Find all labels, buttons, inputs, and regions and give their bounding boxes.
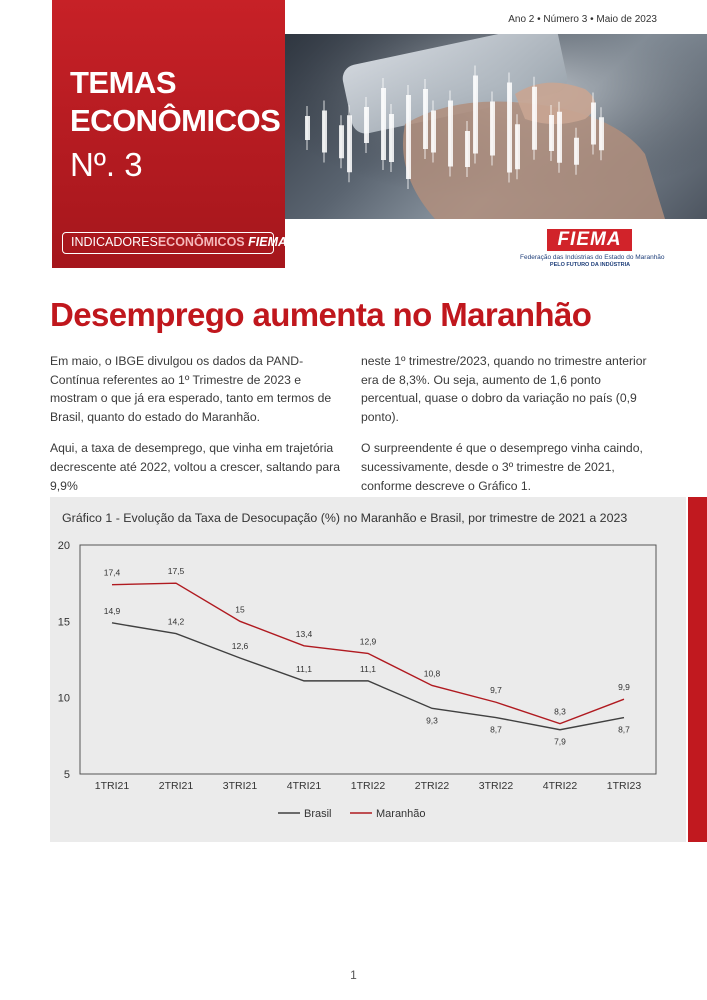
data-label: 8,7 (490, 725, 502, 735)
x-tick-label: 3TRI21 (223, 780, 258, 792)
data-label: 17,4 (104, 568, 121, 578)
decorative-side-bar (688, 497, 707, 842)
legend-label: Maranhão (376, 808, 426, 820)
x-tick-label: 2TRI21 (159, 780, 194, 792)
candlestick-bars (305, 65, 604, 189)
x-tick-label: 1TRI22 (351, 780, 386, 792)
data-label: 9,9 (618, 682, 630, 692)
x-tick-label: 4TRI21 (287, 780, 322, 792)
x-tick-label: 2TRI22 (415, 780, 450, 792)
data-label: 13,4 (296, 629, 313, 639)
data-label: 11,1 (360, 664, 376, 674)
data-label: 9,7 (490, 685, 502, 695)
badge-part2: ECONÔMICOS (157, 235, 245, 249)
indicadores-badge: INDICADORESECONÔMICOS FIEMA (62, 232, 287, 254)
data-label: 17,5 (168, 566, 185, 576)
badge-part3: FIEMA (248, 235, 288, 249)
issue-line: Ano 2 • Número 3 • Maio de 2023 (508, 14, 657, 25)
headline: Desemprego aumenta no Maranhão (50, 296, 592, 333)
x-tick-label: 1TRI21 (95, 780, 130, 792)
plot-frame (79, 544, 657, 775)
hero-image (285, 34, 707, 219)
series-line-maranhao (111, 582, 625, 725)
logo-name: FIEMA (547, 229, 632, 251)
data-label: 12,6 (232, 641, 249, 651)
line-chart: 5 10 15 20 1TRI21 2TRI21 3TRI21 4TRI21 1TRI22 2TR… (58, 540, 657, 820)
paragraph: O surpreendente é que o desemprego vinha… (361, 441, 643, 493)
stock-chart-hand-illustration (285, 34, 707, 219)
x-tick-label: 3TRI22 (479, 780, 514, 792)
y-tick-label: 20 (58, 540, 70, 552)
data-label: 12,9 (360, 636, 377, 646)
chart-title: Gráfico 1 - Evolução da Taxa de Desocupa… (62, 511, 628, 525)
y-tick-label: 5 (64, 769, 70, 781)
data-label: 15 (235, 604, 245, 614)
badge-part1: INDICADORES (71, 235, 158, 249)
x-tick-label: 1TRI23 (607, 780, 642, 792)
logo-subtitle: Federação das Indústrias do Estado do Ma… (520, 254, 665, 261)
logo-slogan: PELO FUTURO DA INDÚSTRIA (549, 262, 631, 268)
chart-panel: Gráfico 1 - Evolução da Taxa de Desocupa… (50, 497, 686, 842)
series-line-brasil (111, 622, 625, 731)
data-label: 11,1 (296, 664, 312, 674)
data-label: 14,2 (168, 617, 185, 627)
paragraph: neste 1º trimestre/2023, quando no trime… (361, 354, 647, 424)
data-label: 8,3 (554, 707, 566, 717)
data-label: 7,9 (554, 737, 566, 747)
fiema-logo: FIEMA Federação das Indústrias do Estado… (520, 229, 665, 268)
y-tick-label: 15 (58, 616, 70, 628)
data-label: 10,8 (424, 668, 441, 678)
x-tick-label: 4TRI22 (543, 780, 578, 792)
data-label: 14,9 (104, 606, 121, 616)
paragraph: Aqui, a taxa de desemprego, que vinha em… (50, 441, 340, 493)
legend-label: Brasil (304, 808, 332, 820)
data-label: 9,3 (426, 715, 438, 725)
y-tick-label: 10 (58, 693, 70, 705)
issue-number: Nº. 3 (70, 146, 143, 183)
body-column-left: Em maio, o IBGE divulgou os dados da PAN… (50, 352, 350, 508)
title-block: TEMAS ECONÔMICOS Nº. 3 INDICADORESECONÔM… (52, 0, 287, 268)
page-number: 1 (350, 968, 357, 982)
body-column-right: neste 1º trimestre/2023, quando no trime… (361, 352, 661, 508)
publication-title-line1: TEMAS (70, 65, 177, 100)
publication-title-line2: ECONÔMICOS (70, 103, 281, 138)
data-label: 8,7 (618, 725, 630, 735)
paragraph: Em maio, o IBGE divulgou os dados da PAN… (50, 354, 332, 424)
